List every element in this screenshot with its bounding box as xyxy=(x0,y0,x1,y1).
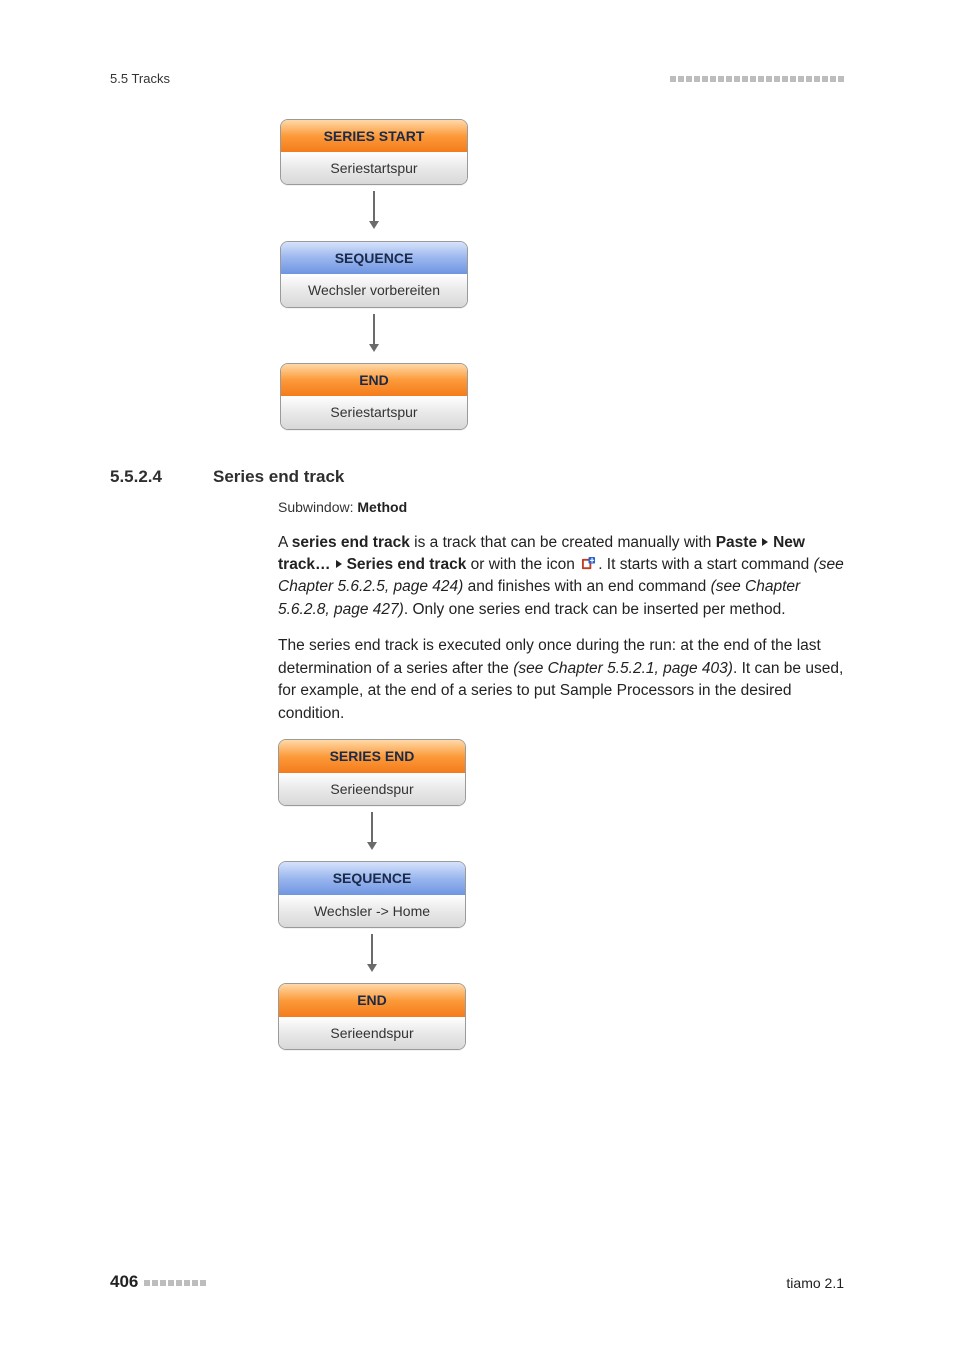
p1-lead: A xyxy=(278,534,292,551)
subwindow-line: Subwindow: Method xyxy=(278,497,844,517)
flow-node: SEQUENCEWechsler vorbereiten xyxy=(280,241,468,308)
paragraph-1: A series end track is a track that can b… xyxy=(278,532,844,622)
section-content: Subwindow: Method A series end track is … xyxy=(278,497,844,1050)
flow-arrow-icon xyxy=(367,314,381,359)
flow-arrow-icon xyxy=(365,812,379,857)
flow-node-subtitle: Seriestartspur xyxy=(281,396,467,428)
flow-node: SEQUENCEWechsler -> Home xyxy=(278,861,466,928)
section-heading: 5.5.2.4 Series end track xyxy=(110,465,844,490)
page-footer: 406 tiamo 2.1 xyxy=(110,1270,844,1295)
page-number: 406 xyxy=(110,1270,138,1295)
subwindow-label: Subwindow: xyxy=(278,499,357,515)
flow-node: SERIES STARTSeriestartspur xyxy=(280,119,468,186)
series-end-track-icon xyxy=(581,556,596,570)
flow-node-title: SEQUENCE xyxy=(281,242,467,274)
page-header: 5.5 Tracks xyxy=(110,70,844,89)
p1-t3: . It starts with a start command xyxy=(598,556,813,573)
flow-node: SERIES ENDSerieendspur xyxy=(278,739,466,806)
flow-node: ENDSerieendspur xyxy=(278,983,466,1050)
flowchart-series-end: SERIES ENDSerieendspur SEQUENCEWechsler … xyxy=(278,739,844,1050)
footer-product: tiamo 2.1 xyxy=(786,1273,844,1293)
p1-term: series end track xyxy=(292,534,410,551)
menu-triangle-icon xyxy=(336,560,342,568)
header-section-label: 5.5 Tracks xyxy=(110,70,170,89)
p1-t2: or with the icon xyxy=(466,556,579,573)
flow-node-title: END xyxy=(281,364,467,396)
flow-node-subtitle: Wechsler vorbereiten xyxy=(281,274,467,306)
footer-squares xyxy=(144,1280,206,1286)
flow-node-title: SERIES END xyxy=(279,740,465,772)
flow-node-title: SEQUENCE xyxy=(279,862,465,894)
menu-paste: Paste xyxy=(716,534,757,551)
flowchart-series-start: SERIES STARTSeriestartspur SEQUENCEWechs… xyxy=(110,119,844,430)
p1-t1: is a track that can be created manually … xyxy=(410,534,716,551)
subwindow-value: Method xyxy=(357,499,407,515)
p2-ref1: (see Chapter 5.5.2.1, page 403) xyxy=(513,660,733,677)
flow-node-subtitle: Seriestartspur xyxy=(281,152,467,184)
section-number: 5.5.2.4 xyxy=(110,465,185,490)
section-title: Series end track xyxy=(213,465,344,490)
paragraph-2: The series end track is executed only on… xyxy=(278,635,844,725)
p1-t5: . Only one series end track can be inser… xyxy=(404,601,786,618)
menu-series-end-track: Series end track xyxy=(347,556,467,573)
flow-node-title: END xyxy=(279,984,465,1016)
flow-node-subtitle: Serieendspur xyxy=(279,1017,465,1049)
flow-node-title: SERIES START xyxy=(281,120,467,152)
flow-node: ENDSeriestartspur xyxy=(280,363,468,430)
flow-node-subtitle: Serieendspur xyxy=(279,773,465,805)
header-squares xyxy=(670,76,844,82)
flow-node-subtitle: Wechsler -> Home xyxy=(279,895,465,927)
flow-arrow-icon xyxy=(365,934,379,979)
menu-triangle-icon xyxy=(762,538,768,546)
flow-arrow-icon xyxy=(367,191,381,236)
p1-t4: and finishes with an end command xyxy=(463,578,710,595)
